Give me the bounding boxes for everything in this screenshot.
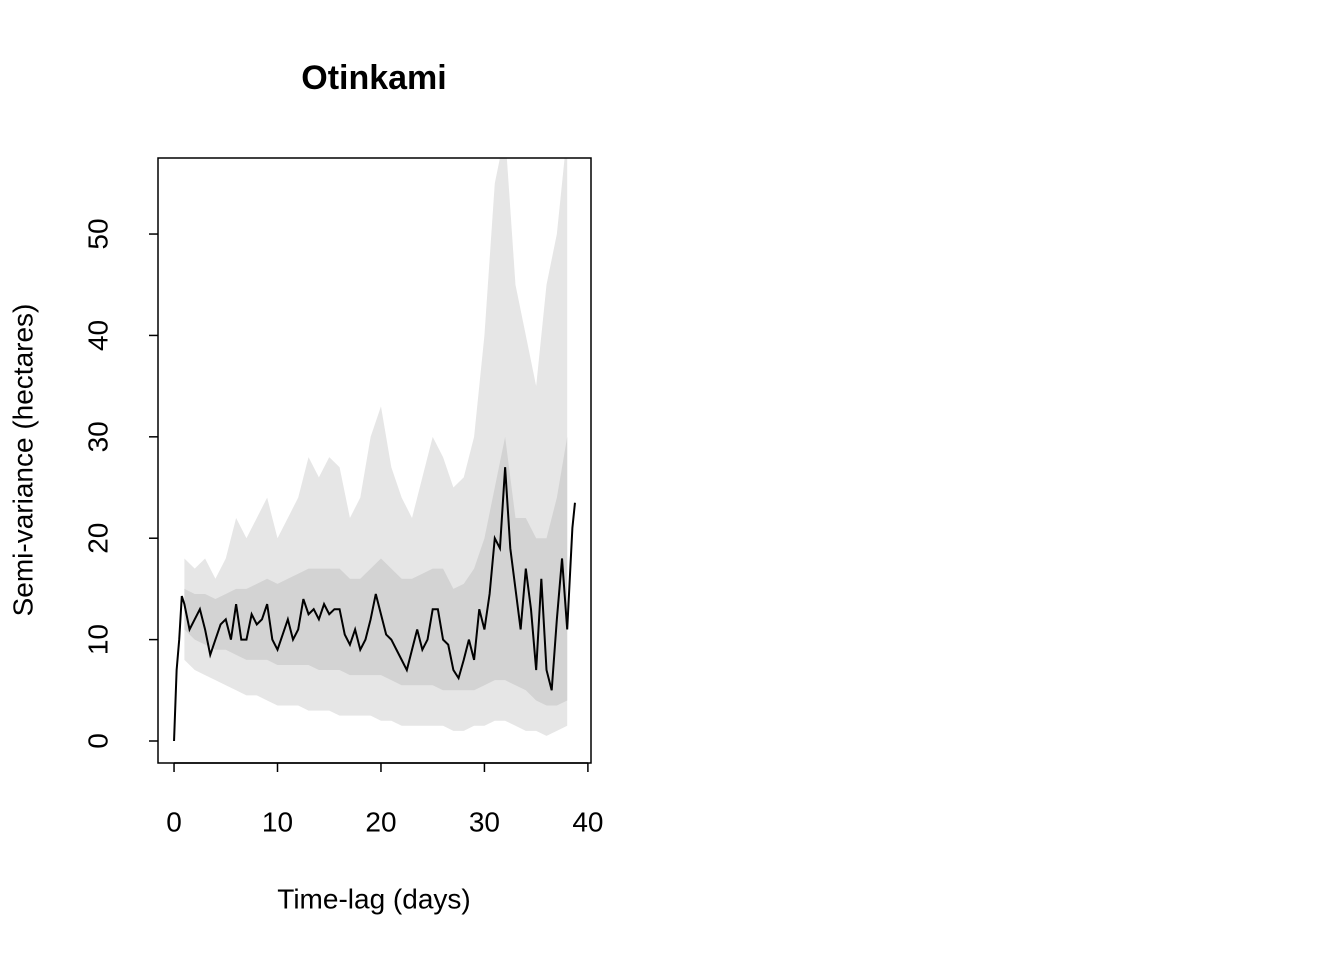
chart-title: Otinkami <box>301 59 446 97</box>
x-tick-label: 20 <box>365 806 396 837</box>
y-tick-label: 30 <box>82 421 113 452</box>
confidence-band <box>184 436 568 706</box>
y-tick-label: 0 <box>82 733 113 749</box>
plot-area <box>173 158 576 742</box>
x-tick-label: 0 <box>166 806 182 837</box>
y-tick-label: 40 <box>82 320 113 351</box>
y-axis-label: Semi-variance (hectares) <box>7 304 38 617</box>
y-tick-label: 10 <box>82 624 113 655</box>
x-tick-label: 40 <box>572 806 603 837</box>
x-tick-label: 10 <box>262 806 293 837</box>
y-tick-label: 20 <box>82 523 113 554</box>
y-tick-label: 50 <box>82 218 113 249</box>
data-line <box>173 467 576 742</box>
x-tick-label: 30 <box>469 806 500 837</box>
x-axis-label: Time-lag (days) <box>277 883 470 914</box>
